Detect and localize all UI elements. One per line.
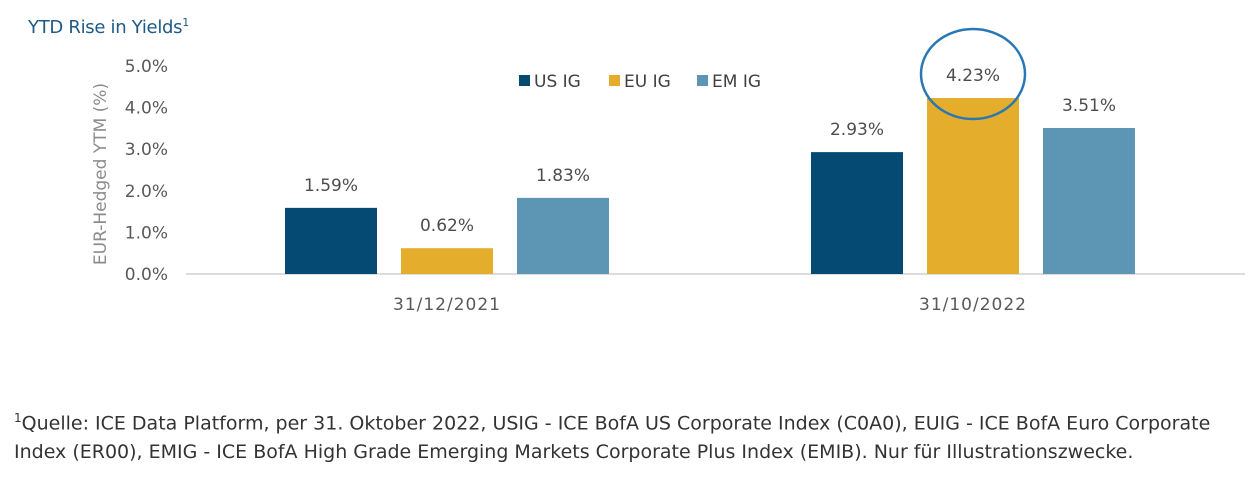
y-tick-label: 4.0% xyxy=(125,99,168,119)
footnote-text: Quelle: ICE Data Platform, per 31. Oktob… xyxy=(14,412,1211,464)
legend-swatch-eu-ig xyxy=(609,75,620,86)
y-tick-label: 3.0% xyxy=(125,140,168,160)
bar-us-ig-1 xyxy=(285,207,377,274)
data-label: 2.93% xyxy=(830,120,884,140)
bar-eu-ig-1 xyxy=(401,248,493,274)
data-label: 0.62% xyxy=(420,216,474,236)
data-label: 1.83% xyxy=(536,166,590,186)
bar-em-ig-2 xyxy=(1043,127,1135,274)
bar-us-ig-2 xyxy=(811,152,903,274)
bar-chart: EUR-Hedged YTM (%) 0.0% 1.0% 2.0% 3.0% 4.0% 5.… xyxy=(91,27,1245,315)
y-tick-label: 1.0% xyxy=(125,223,168,243)
legend-swatch-us-ig xyxy=(519,75,530,86)
y-axis-label: EUR-Hedged YTM (%) xyxy=(91,83,111,265)
bar-eu-ig-2 xyxy=(927,98,1019,274)
legend-label: US IG xyxy=(534,72,581,92)
legend-label: EU IG xyxy=(624,72,671,92)
data-label: 4.23% xyxy=(946,66,1000,86)
x-category-label: 31/12/2021 xyxy=(393,295,501,315)
highlight-circle xyxy=(919,27,1027,121)
legend-swatch-em-ig xyxy=(697,75,708,86)
y-tick-label: 5.0% xyxy=(125,57,168,77)
x-category-label: 31/10/2022 xyxy=(919,295,1027,315)
footnote-marker: 1 xyxy=(14,411,22,425)
legend-label: EM IG xyxy=(712,72,761,92)
y-tick-label: 0.0% xyxy=(125,265,168,285)
chart-title: YTD Rise in Yields1 xyxy=(28,16,189,38)
y-tick-label: 2.0% xyxy=(125,182,168,202)
bar-em-ig-1 xyxy=(517,197,609,274)
footnote: 1Quelle: ICE Data Platform, per 31. Okto… xyxy=(14,404,1244,467)
data-label: 1.59% xyxy=(304,176,358,196)
data-label: 3.51% xyxy=(1062,96,1116,116)
